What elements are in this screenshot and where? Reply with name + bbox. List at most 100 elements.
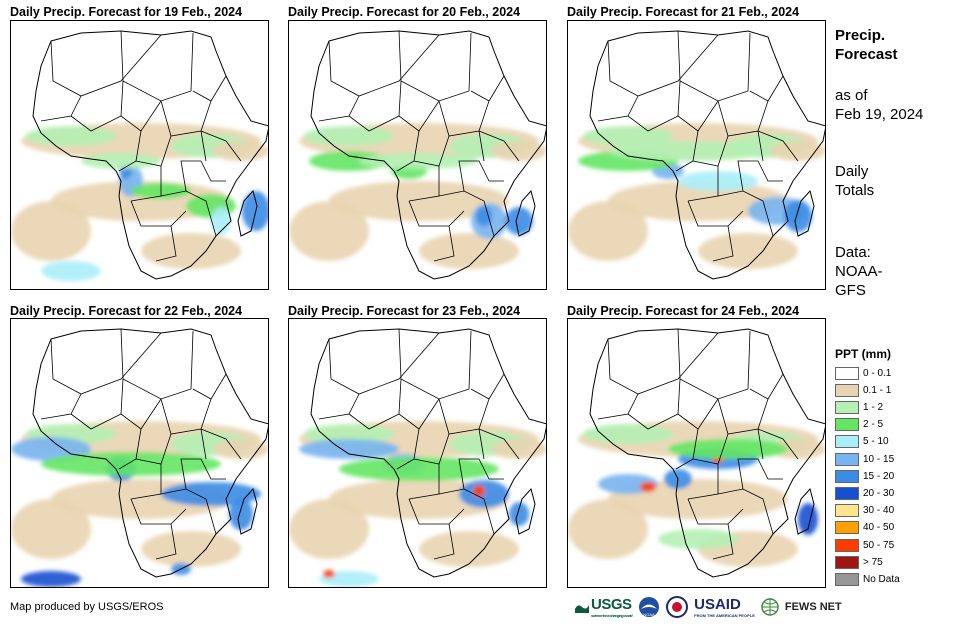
- precip-map-3: [567, 20, 826, 290]
- country-border: [478, 130, 485, 162]
- precip-map-1: [10, 20, 269, 290]
- country-border: [737, 160, 783, 192]
- madagascar-coastline: [515, 189, 536, 237]
- country-border: [180, 458, 226, 490]
- precip-area: [229, 498, 253, 530]
- precip-area: [299, 439, 399, 459]
- africa-map-svg: [11, 328, 268, 587]
- country-border: [677, 328, 751, 400]
- usgs-tagline: science for a changing world: [591, 613, 633, 618]
- precip-area: [304, 126, 394, 146]
- precip-area: [491, 439, 546, 459]
- legend-item: 15 - 20: [835, 469, 894, 483]
- africa-map-svg: [568, 328, 825, 578]
- precip-area: [339, 457, 499, 481]
- legend-item: 20 - 30: [835, 486, 894, 500]
- legend-label: 15 - 20: [863, 470, 895, 482]
- usgs-wave-icon: [575, 605, 589, 613]
- data-line1: Data:: [835, 244, 871, 261]
- precip-area: [419, 531, 519, 567]
- legend-item: No Data: [835, 572, 900, 586]
- sidebar-title-line2: Forecast: [835, 46, 898, 63]
- precip-area: [141, 531, 241, 567]
- legend-item: 0.1 - 1: [835, 383, 891, 397]
- precip-area: [11, 201, 91, 261]
- country-border: [328, 332, 440, 395]
- africa-coastline: [589, 328, 825, 578]
- precip-area: [289, 499, 369, 559]
- country-border: [348, 413, 400, 430]
- legend-item: 0 - 0.1: [835, 366, 891, 380]
- panel-title-4: Daily Precip. Forecast for 22 Feb., 2024: [10, 304, 243, 318]
- country-border: [478, 428, 520, 460]
- country-border: [607, 332, 719, 395]
- country-border: [120, 30, 194, 102]
- country-border: [478, 130, 520, 162]
- country-border: [677, 80, 719, 132]
- country-border: [120, 328, 194, 400]
- country-border: [398, 80, 440, 132]
- precip-area: [583, 126, 673, 146]
- country-border: [408, 498, 465, 525]
- legend-label: 1 - 2: [863, 401, 884, 413]
- country-border: [757, 428, 799, 460]
- usgs-logo: USGS science for a changing world: [575, 596, 633, 618]
- panel-title-1: Daily Precip. Forecast for 19 Feb., 2024: [10, 5, 243, 19]
- madagascar-coastline: [237, 189, 258, 237]
- precip-area: [491, 141, 546, 161]
- precip-area: [304, 424, 394, 444]
- map-credit: Map produced by USGS/EROS: [10, 601, 164, 613]
- country-border: [130, 498, 187, 525]
- country-border: [757, 428, 764, 460]
- country-border: [318, 393, 360, 420]
- country-border: [458, 160, 504, 192]
- country-border: [200, 428, 242, 460]
- precip-map-5: [288, 318, 547, 588]
- precip-area: [11, 499, 91, 559]
- country-border: [180, 160, 226, 192]
- sidebar-asof: as of Feb 19, 2024: [835, 86, 923, 124]
- fews-globe-icon: [761, 598, 779, 616]
- partner-logos: USGS science for a changing world NOAA US…: [575, 596, 842, 618]
- country-border: [200, 130, 207, 162]
- africa-coastline: [32, 30, 268, 280]
- country-border: [155, 225, 177, 262]
- precip-area: [309, 151, 389, 171]
- precip-area: [798, 503, 818, 535]
- africa-coastline: [310, 30, 546, 280]
- precip-area: [213, 141, 268, 161]
- country-border: [348, 115, 400, 132]
- country-border: [712, 225, 734, 262]
- country-border: [50, 332, 162, 395]
- madagascar-coastline: [794, 487, 815, 535]
- data-line3: GFS: [835, 282, 866, 299]
- fews-net-logo: FEWS NET: [784, 601, 842, 613]
- precip-area: [11, 437, 91, 461]
- daily-line1: Daily: [835, 163, 869, 180]
- precip-area: [473, 485, 485, 497]
- legend-title: PPT (mm): [835, 347, 892, 361]
- africa-coastline: [589, 30, 825, 280]
- legend-swatch: [835, 366, 859, 380]
- usaid-text: USAID: [694, 596, 741, 613]
- precip-area: [568, 201, 648, 261]
- country-border: [160, 190, 217, 237]
- legend-item: 40 - 50: [835, 521, 894, 535]
- legend-label: 0.1 - 1: [863, 384, 892, 396]
- country-border: [318, 95, 360, 122]
- precip-area: [242, 191, 268, 231]
- madagascar-coastline: [794, 189, 815, 237]
- country-border: [50, 34, 162, 97]
- country-border: [717, 190, 774, 237]
- precip-map-6: [567, 318, 826, 588]
- usaid-tagline: FROM THE AMERICAN PEOPLE: [694, 613, 755, 618]
- precip-area: [640, 482, 656, 492]
- country-border: [687, 498, 744, 525]
- legend-swatch: [835, 452, 859, 466]
- country-border: [458, 458, 504, 490]
- precip-area: [770, 141, 825, 161]
- noaa-logo-icon: NOAA: [639, 597, 660, 617]
- africa-map-svg: [289, 328, 546, 587]
- legend-label: 50 - 75: [863, 539, 895, 551]
- precip-area: [41, 452, 221, 476]
